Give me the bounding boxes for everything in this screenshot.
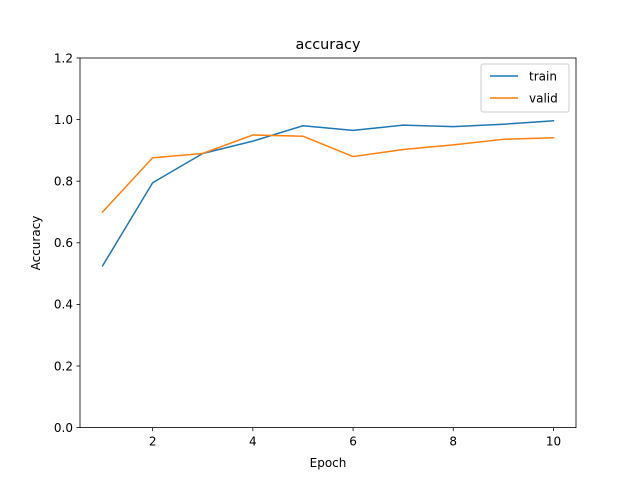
x-tick-label: 10 [546, 435, 561, 449]
y-tick-label: 0.8 [54, 175, 73, 189]
x-tick-label: 6 [349, 435, 357, 449]
x-tick-label: 4 [249, 435, 257, 449]
y-tick-label: 0.2 [54, 359, 73, 373]
x-axis-ticks: 2 4 6 8 10 [149, 427, 561, 449]
plot-area [80, 58, 576, 428]
series-lines [101, 120, 555, 267]
chart-title: accuracy [296, 37, 361, 53]
y-axis-ticks: 0.0 0.2 0.4 0.6 0.8 1.0 1.2 [54, 51, 80, 435]
series-line-train [101, 120, 555, 267]
y-tick-label: 0.6 [54, 236, 73, 250]
x-axis-label: Epoch [310, 456, 347, 470]
legend-label-valid: valid [529, 92, 558, 106]
y-tick-label: 0.4 [54, 298, 73, 312]
y-tick-label: 1.2 [54, 51, 73, 65]
y-tick-label: 1.0 [54, 113, 73, 127]
y-tick-label: 0.0 [54, 421, 73, 435]
legend-label-train: train [529, 70, 557, 84]
x-tick-label: 8 [449, 435, 457, 449]
legend: train valid [480, 63, 570, 113]
series-line-valid [101, 134, 555, 214]
y-axis-label: Accuracy [29, 216, 43, 271]
x-tick-label: 2 [149, 435, 157, 449]
